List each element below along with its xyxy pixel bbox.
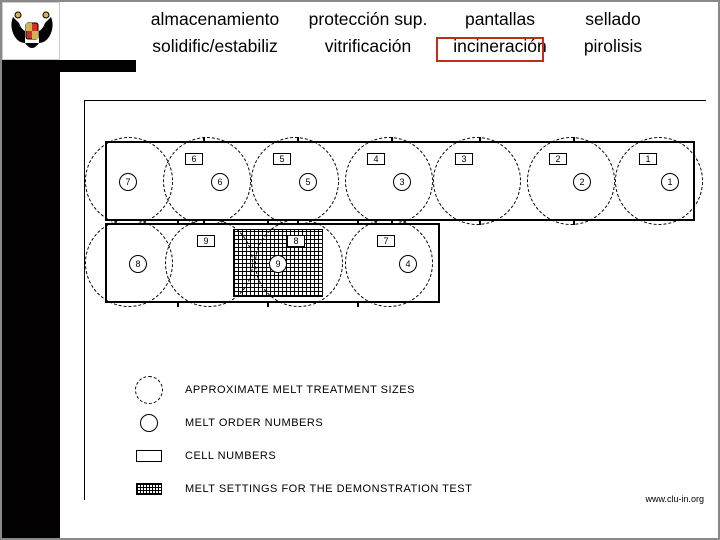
cell-number: 8 xyxy=(287,235,305,247)
legend-label: CELL NUMBERS xyxy=(173,450,276,462)
legend-label: APPROXIMATE MELT TREATMENT SIZES xyxy=(173,384,415,396)
order-number: 1 xyxy=(661,173,679,191)
tab-proteccion-sup[interactable]: protección sup. xyxy=(294,9,442,30)
dashed-circle-icon xyxy=(135,376,163,404)
order-number: 4 xyxy=(399,255,417,273)
tab-pantallas[interactable]: pantallas xyxy=(442,9,558,30)
cell-number: 4 xyxy=(367,153,385,165)
cell-number: 6 xyxy=(185,153,203,165)
tab-almacenamiento[interactable]: almacenamiento xyxy=(136,9,294,30)
diagram-area: 6 5 4 3 2 1 7 6 5 3 2 1 9 8 7 8 xyxy=(80,94,710,508)
tab-solidific-estabiliz[interactable]: solidific/estabiliz xyxy=(136,36,294,57)
order-number: 7 xyxy=(119,173,137,191)
tab-sellado[interactable]: sellado xyxy=(558,9,668,30)
order-number: 6 xyxy=(211,173,229,191)
cell-number: 5 xyxy=(273,153,291,165)
legend-label: MELT ORDER NUMBERS xyxy=(173,417,323,429)
tabs-nav: almacenamiento protección sup. pantallas… xyxy=(136,6,716,60)
tab-pirolisis[interactable]: pirolisis xyxy=(558,36,668,57)
plan-view: 6 5 4 3 2 1 7 6 5 3 2 1 9 8 7 8 xyxy=(105,131,695,331)
cell-number: 1 xyxy=(639,153,657,165)
order-number: 8 xyxy=(129,255,147,273)
order-number: 9 xyxy=(269,255,287,273)
circle-icon xyxy=(140,414,158,432)
order-number: 5 xyxy=(299,173,317,191)
source-credit: www.clu-in.org xyxy=(645,494,704,504)
figure-frame: 6 5 4 3 2 1 7 6 5 3 2 1 9 8 7 8 xyxy=(84,100,706,500)
tab-highlight xyxy=(436,37,544,62)
legend-label: MELT SETTINGS FOR THE DEMONSTRATION TEST xyxy=(173,483,472,495)
legend-row: APPROXIMATE MELT TREATMENT SIZES xyxy=(125,379,472,401)
vertical-title-text: Técnicas de anulación xyxy=(13,131,52,469)
sidebar-band-corner xyxy=(60,60,136,72)
legend: APPROXIMATE MELT TREATMENT SIZES MELT OR… xyxy=(125,379,472,511)
order-number: 2 xyxy=(573,173,591,191)
logo-box xyxy=(2,2,60,60)
cell-number: 7 xyxy=(377,235,395,247)
tab-vitrificacion[interactable]: vitrificación xyxy=(294,36,442,57)
rect-icon xyxy=(136,450,162,462)
legend-row: MELT SETTINGS FOR THE DEMONSTRATION TEST xyxy=(125,478,472,500)
cell-number: 2 xyxy=(549,153,567,165)
legend-row: MELT ORDER NUMBERS xyxy=(125,412,472,434)
cell-number: 3 xyxy=(455,153,473,165)
vertical-title: Técnicas de anulación xyxy=(10,72,54,528)
legend-row: CELL NUMBERS xyxy=(125,445,472,467)
cell-number: 9 xyxy=(197,235,215,247)
shaded-rect-icon xyxy=(136,483,162,495)
order-number: 3 xyxy=(393,173,411,191)
university-crest-icon xyxy=(7,7,57,57)
